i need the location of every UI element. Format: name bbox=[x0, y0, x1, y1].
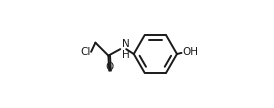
Text: O: O bbox=[105, 62, 114, 72]
Text: Cl: Cl bbox=[80, 47, 90, 57]
Text: H: H bbox=[122, 50, 130, 60]
Text: N: N bbox=[122, 39, 130, 49]
Text: OH: OH bbox=[182, 47, 198, 57]
